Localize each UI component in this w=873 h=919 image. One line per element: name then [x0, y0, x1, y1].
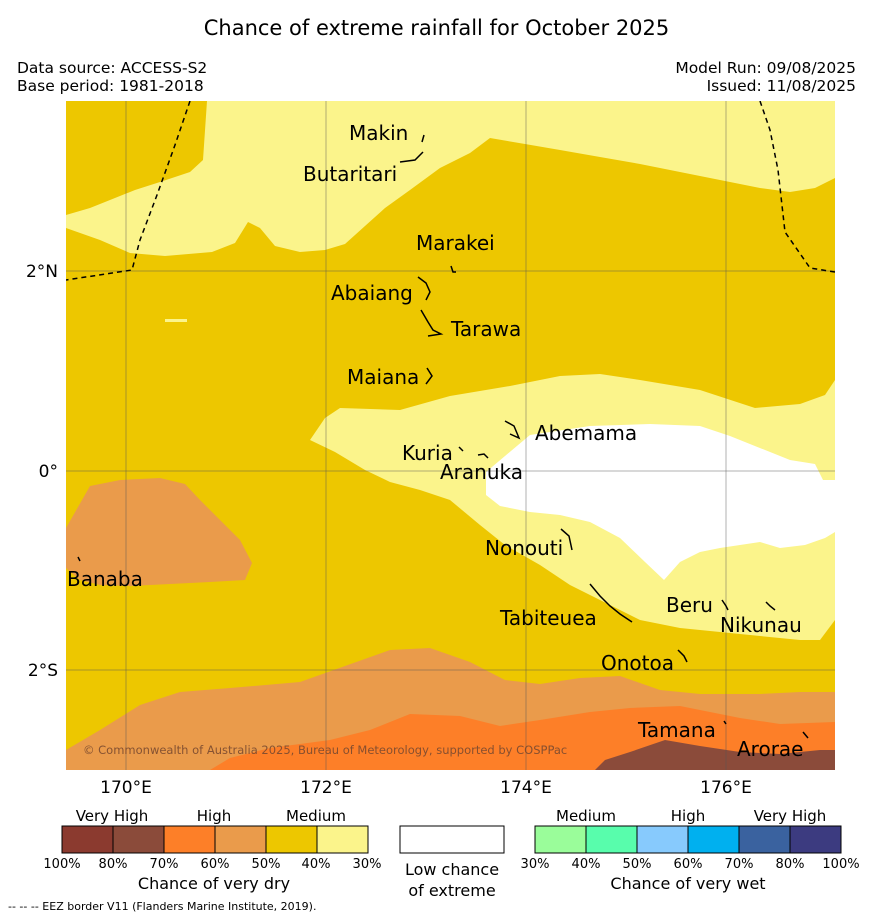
legend-dry-swatch	[61, 825, 114, 854]
gridlines	[66, 101, 835, 770]
legend-wet-header: Medium	[556, 807, 616, 825]
legend-wet: Medium High Very High 30% 40% 50% 60% 70…	[521, 807, 860, 893]
lon-label: 172°E	[300, 778, 352, 798]
place-label: Marakei	[416, 231, 495, 255]
model-run: Model Run: 09/08/2025	[675, 59, 856, 77]
legend-wet-swatch	[636, 825, 689, 854]
legend-wet-swatch	[585, 825, 638, 854]
legend-dry-tick: 100%	[43, 857, 80, 872]
legend-dry-tick: 30%	[353, 857, 382, 872]
legend-dry-tick: 70%	[150, 857, 179, 872]
meta-right: Model Run: 09/08/2025 Issued: 11/08/2025	[675, 59, 856, 95]
islands	[77, 134, 809, 739]
legend-dry-swatch	[163, 825, 216, 854]
meta-left: Data source: ACCESS-S2 Base period: 1981…	[17, 59, 207, 95]
legend-low-caption-1: Low chance	[405, 860, 499, 879]
legend-dry-header: Medium	[286, 807, 346, 825]
place-labels: Makin Butaritari Marakei Abaiang Tarawa …	[67, 121, 803, 761]
legend-low-caption-2: of extreme	[408, 881, 495, 900]
place-label: Beru	[666, 593, 713, 617]
issued-date: Issued: 11/08/2025	[706, 77, 856, 95]
data-source: Data source: ACCESS-S2	[17, 59, 208, 77]
pale-patch	[165, 319, 187, 322]
place-label: Abaiang	[331, 281, 413, 305]
lat-label: 0°	[39, 462, 58, 482]
legend-wet-swatch	[789, 825, 842, 854]
legend-dry-tick: 40%	[302, 857, 331, 872]
place-label: Nikunau	[720, 613, 802, 637]
legend-wet-caption: Chance of very wet	[610, 874, 765, 893]
legend-wet-tick: 40%	[572, 857, 601, 872]
zone-dry-50-60-west	[66, 478, 252, 586]
place-label: Abemama	[535, 421, 637, 445]
place-label: Tabiteuea	[499, 606, 597, 630]
legend-wet-swatch	[738, 825, 791, 854]
place-label: Tamana	[637, 718, 716, 742]
place-label: Arorae	[737, 737, 803, 761]
legend-dry-tick: 60%	[201, 857, 230, 872]
legend-wet-swatch	[687, 825, 740, 854]
lon-label: 174°E	[500, 778, 552, 798]
legend-wet-tick: 70%	[725, 857, 754, 872]
legend-dry: Very High High Medium 100% 80% 70% 60% 5…	[43, 807, 381, 893]
legend-wet-tick: 50%	[623, 857, 652, 872]
place-label: Maiana	[347, 365, 419, 389]
lon-label: 170°E	[100, 778, 152, 798]
legend-dry-swatch	[214, 825, 267, 854]
legend-wet-header: High	[671, 807, 705, 825]
zone-dry-70-80-south	[595, 740, 835, 770]
place-label: Onotoa	[601, 651, 674, 675]
place-label: Tarawa	[450, 317, 521, 341]
place-label: Nonouti	[485, 536, 563, 560]
place-label: Kuria	[402, 441, 453, 465]
chart-title: Chance of extreme rainfall for October 2…	[203, 16, 670, 40]
legend-low-swatch	[399, 825, 505, 854]
legend-wet-tick: 60%	[674, 857, 703, 872]
legend-dry-header: Very High	[76, 807, 149, 825]
lat-label: 2°N	[26, 262, 58, 282]
copyright-text: © Commonwealth of Australia 2025, Bureau…	[83, 743, 567, 757]
legend-dry-swatch	[265, 825, 318, 854]
place-label: Aranuka	[440, 460, 523, 484]
legend-wet-header: Very High	[754, 807, 827, 825]
axis-labels: 170°E 172°E 174°E 176°E 2°N 0° 2°S	[26, 262, 752, 798]
legend-dry-caption: Chance of very dry	[138, 874, 290, 893]
lat-label: 2°S	[28, 661, 58, 681]
eez-border	[66, 101, 835, 281]
legend-dry-swatch	[112, 825, 165, 854]
zone-low-chance	[486, 424, 835, 580]
legend-wet-tick: 100%	[822, 857, 859, 872]
footnote: -- -- -- EEZ border V11 (Flanders Marine…	[8, 900, 317, 913]
lon-label: 176°E	[700, 778, 752, 798]
legend-dry-tick: 80%	[99, 857, 128, 872]
base-period: Base period: 1981-2018	[17, 77, 204, 95]
legend-low: Low chance of extreme	[399, 825, 505, 900]
legend-dry-tick: 50%	[252, 857, 281, 872]
legend-wet-tick: 30%	[521, 857, 550, 872]
zone-dry-30-40-north	[66, 101, 835, 256]
legend-wet-swatch	[534, 825, 587, 854]
place-label: Makin	[349, 121, 408, 145]
place-label: Butaritari	[303, 162, 397, 186]
legend-dry-swatch	[316, 825, 369, 854]
place-label: Banaba	[67, 567, 143, 591]
map-area	[66, 101, 835, 770]
legend-wet-tick: 80%	[776, 857, 805, 872]
legend-dry-header: High	[197, 807, 231, 825]
